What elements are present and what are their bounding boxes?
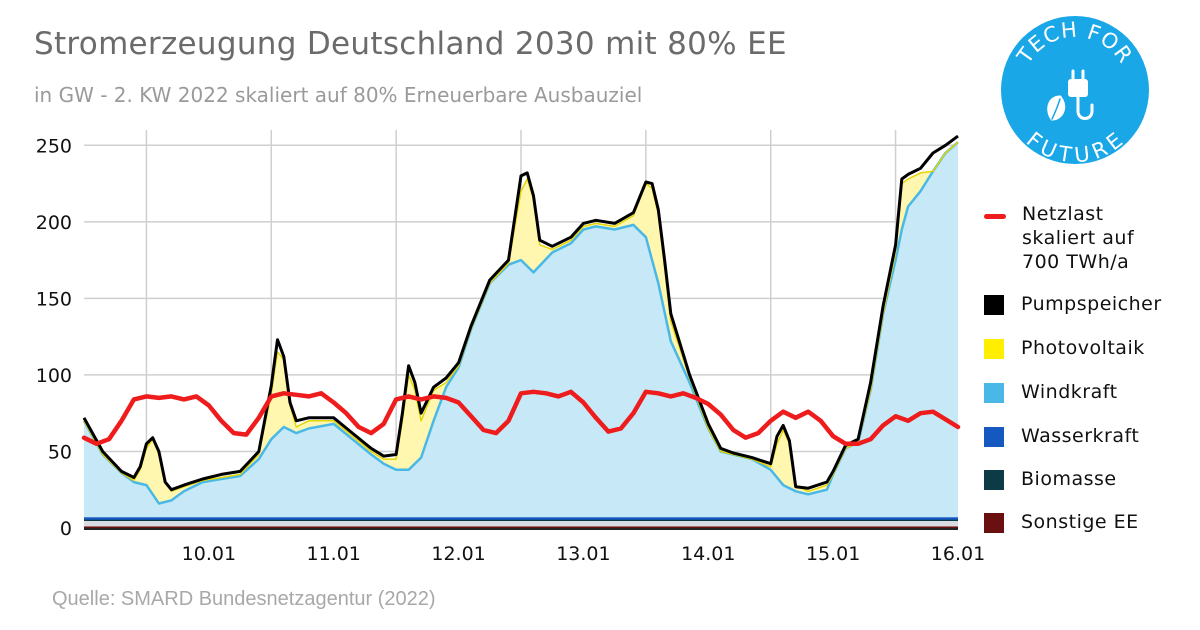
- legend-label-photovoltaik: Photovoltaik: [1021, 337, 1145, 359]
- legend-label-sonstige: Sonstige EE: [1021, 511, 1139, 533]
- source-note: Quelle: SMARD Bundesnetzagentur (2022): [52, 588, 436, 610]
- chart-title: Stromerzeugung Deutschland 2030 mit 80% …: [34, 26, 787, 62]
- line-photovoltaik: [83, 141, 959, 493]
- area-biomasse: [84, 520, 958, 527]
- legend-item-wasserkraft: Wasserkraft: [984, 424, 1139, 448]
- legend-swatch-netzlast: [984, 214, 1006, 219]
- x-tick-label-15.01: 15.01: [806, 543, 860, 565]
- x-tick-label-11.01: 11.01: [307, 543, 361, 565]
- legend-label-biomasse: Biomasse: [1021, 468, 1117, 490]
- axes: 0 50 100 150 200 250 10.01 11.01 12.01 13.01 14.01…: [36, 135, 985, 565]
- x-tick-label-16.01: 16.01: [931, 543, 985, 565]
- series-lines: [81, 134, 961, 505]
- tech-for-future-logo: TECH FOR FUTURE: [1001, 16, 1149, 165]
- x-tick-label-14.01: 14.01: [681, 543, 735, 565]
- legend-item-sonstige: Sonstige EE: [984, 510, 1139, 534]
- y-tick-label-250: 250: [36, 135, 72, 157]
- legend-label-netzlast: Netzlast skaliert auf 700 TWh/a: [1022, 203, 1135, 273]
- y-tick-label-150: 150: [36, 288, 72, 310]
- legend-item-photovoltaik: Photovoltaik: [984, 336, 1145, 360]
- line-netzlast: [81, 389, 961, 447]
- legend-item-windkraft: Windkraft: [984, 380, 1118, 404]
- legend-label-windkraft: Windkraft: [1021, 381, 1118, 403]
- legend-swatch-biomasse: [984, 470, 1004, 490]
- area-sonstige: [84, 526, 958, 528]
- chart-subtitle: in GW - 2. KW 2022 skaliert auf 80% Erne…: [34, 83, 643, 107]
- legend-label-wasserkraft: Wasserkraft: [1021, 425, 1140, 447]
- legend-swatch-pumpspeicher: [984, 295, 1004, 315]
- legend-label-pumpspeicher: Pumpspeicher: [1021, 293, 1162, 315]
- legend-swatch-photovoltaik: [984, 339, 1004, 359]
- x-tick-label-12.01: 12.01: [431, 543, 485, 565]
- legend-swatch-sonstige: [984, 513, 1004, 533]
- legend-swatch-windkraft: [984, 383, 1004, 403]
- legend-swatch-wasserkraft: [984, 427, 1004, 447]
- legend-item-biomasse: Biomasse: [984, 467, 1117, 491]
- x-tick-label-13.01: 13.01: [556, 543, 610, 565]
- leaf-plug-icon: [1047, 69, 1094, 121]
- x-tick-label-10.01: 10.01: [182, 543, 236, 565]
- area-wasserkraft: [84, 517, 958, 521]
- y-tick-label-200: 200: [36, 212, 72, 234]
- line-pumpspeicher: [82, 134, 959, 492]
- legend-item-netzlast: Netzlast skaliert auf 700 TWh/a: [984, 202, 1134, 274]
- legend-item-pumpspeicher: Pumpspeicher: [984, 292, 1162, 316]
- stacked-areas: [84, 142, 958, 528]
- y-tick-label-0: 0: [60, 518, 72, 540]
- y-tick-label-100: 100: [36, 365, 72, 387]
- y-tick-label-50: 50: [48, 441, 72, 463]
